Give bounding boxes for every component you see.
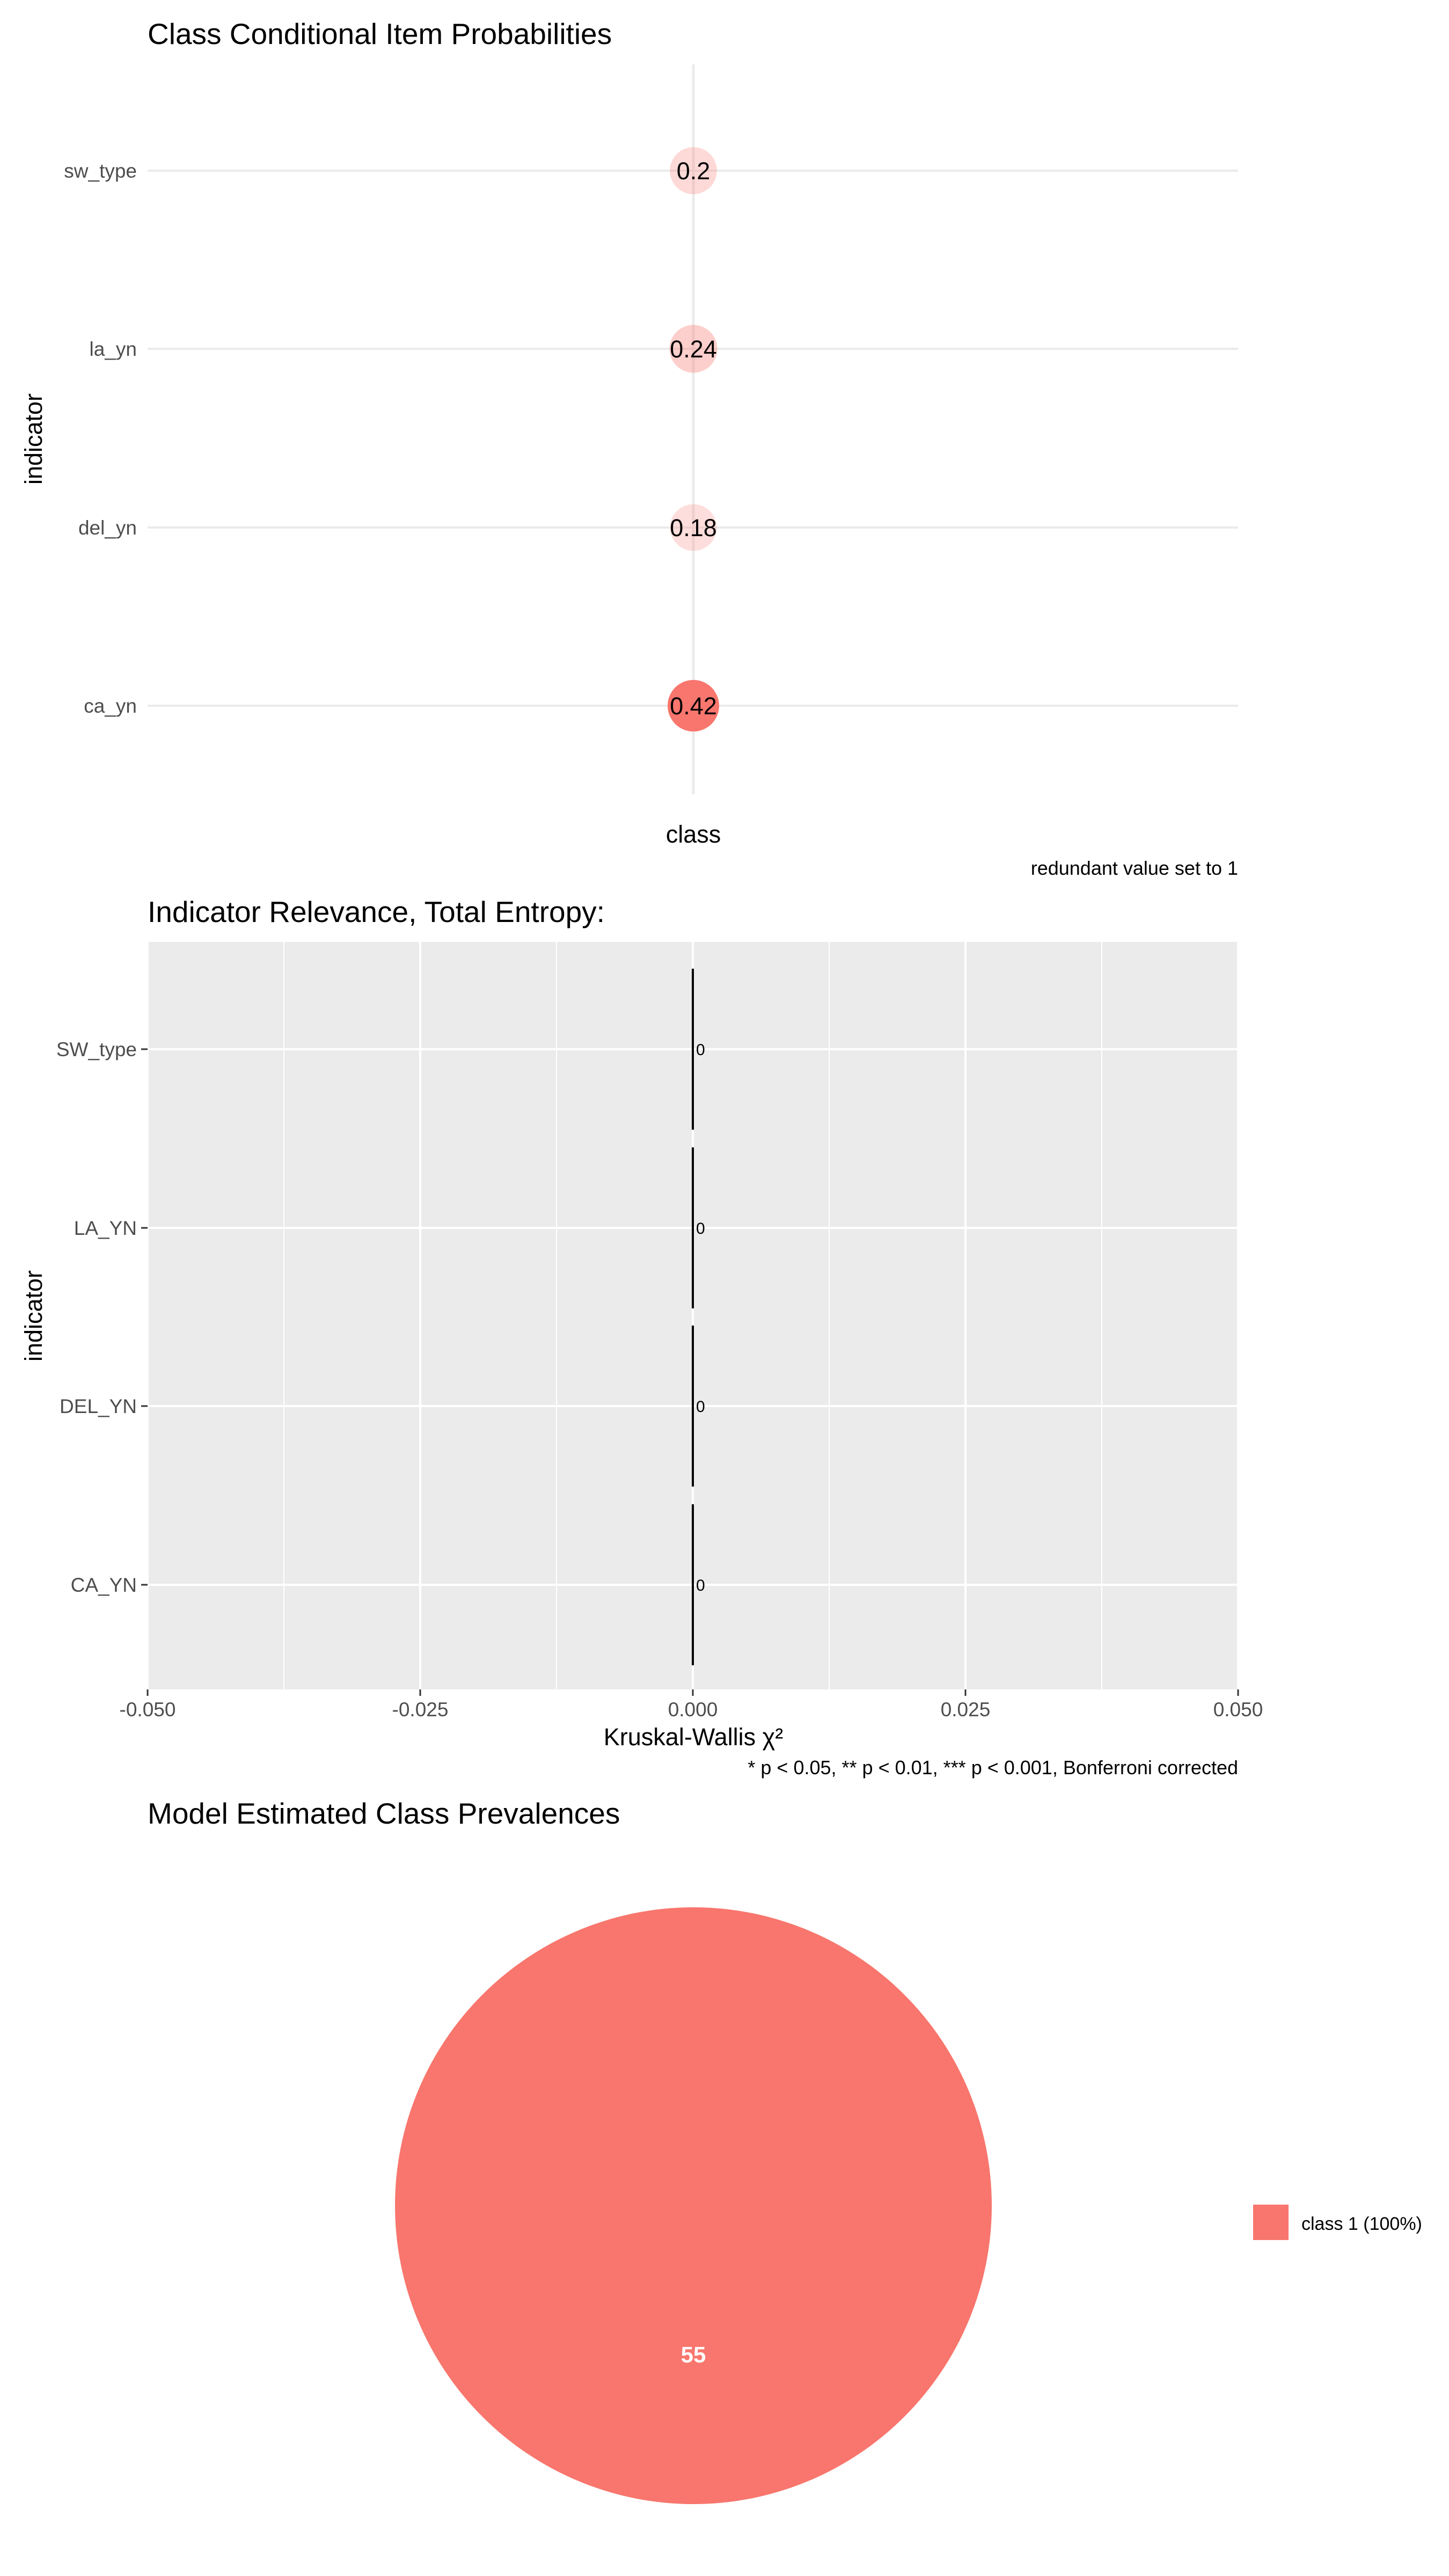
panel3-slice-label: 55 — [681, 2342, 706, 2367]
panel1-y-tick-label: ca_yn — [84, 695, 137, 717]
panel2-y-tick-label: SW_type — [56, 1038, 137, 1060]
panel3-title: Model Estimated Class Prevalences — [148, 1797, 620, 1830]
panel2-bar-label: 0 — [696, 1398, 705, 1416]
panel3-legend-label: class 1 (100%) — [1301, 2214, 1422, 2234]
panel1-bubble-label: 0.2 — [677, 157, 711, 185]
panel2-y-tick-label: DEL_YN — [60, 1395, 137, 1417]
panel1-y-tick-label: del_yn — [78, 517, 137, 539]
panel1-bubble — [670, 147, 717, 194]
panel2-y-tick-labels: SW_type LA_YN DEL_YN CA_YN — [56, 1038, 148, 1596]
panel-class-prevalences: Model Estimated Class Prevalences 55 cla… — [148, 1797, 1422, 2504]
panel2-title: Indicator Relevance, Total Entropy: — [148, 895, 605, 928]
panel3-legend-key — [1253, 2205, 1289, 2240]
panel3-legend: class 1 (100%) — [1253, 2205, 1422, 2240]
panel1-bubble — [668, 680, 719, 731]
panel2-x-tick-label: -0.050 — [120, 1699, 176, 1721]
panel1-bubbles: 0.2 0.24 0.18 0.42 — [668, 147, 719, 731]
panel2-bar-label: 0 — [696, 1041, 705, 1059]
panel1-caption: redundant value set to 1 — [1031, 857, 1238, 879]
panel1-bubble — [669, 325, 718, 373]
panel3-pie-slice — [395, 1907, 992, 2504]
panel1-title: Class Conditional Item Probabilities — [148, 17, 612, 50]
panel2-bar-label: 0 — [696, 1577, 705, 1594]
panel2-y-tick-label: LA_YN — [74, 1217, 137, 1239]
panel3-pie: 55 — [395, 1907, 992, 2504]
panel1-y-tick-labels: sw_type la_yn del_yn ca_yn — [64, 160, 137, 717]
panel1-x-axis-title: class — [666, 821, 721, 848]
panel-item-probabilities: Class Conditional Item Probabilities sw_… — [20, 17, 1238, 879]
panel1-y-axis-title: indicator — [20, 393, 47, 485]
panel2-bar-label: 0 — [696, 1220, 705, 1238]
panel2-y-tick-label: CA_YN — [71, 1574, 137, 1596]
panel1-y-tick-label: sw_type — [64, 160, 137, 182]
panel1-bubble-label: 0.24 — [670, 335, 717, 363]
panel2-bars: 0 0 0 0 — [692, 969, 705, 1665]
panel2-x-tick-label: -0.025 — [392, 1699, 449, 1721]
panel2-x-tick-labels: -0.050 -0.025 0.000 0.025 0.050 — [120, 1689, 1263, 1721]
panel1-bubble — [670, 504, 717, 551]
panel2-x-tick-label: 0.000 — [668, 1699, 718, 1721]
panel1-y-tick-label: la_yn — [90, 338, 137, 360]
panel2-x-tick-label: 0.050 — [1213, 1699, 1263, 1721]
panel2-x-tick-label: 0.025 — [941, 1699, 991, 1721]
panel2-y-axis-title: indicator — [20, 1270, 47, 1362]
panel1-bubble-label: 0.42 — [670, 692, 717, 720]
panel2-x-axis-title: Kruskal-Wallis χ² — [604, 1723, 783, 1751]
panel2-caption: * p < 0.05, ** p < 0.01, *** p < 0.001, … — [748, 1757, 1238, 1779]
panel1-bubble-label: 0.18 — [670, 514, 717, 541]
panel-indicator-relevance: Indicator Relevance, Total Entropy: SW_t… — [20, 895, 1263, 1779]
